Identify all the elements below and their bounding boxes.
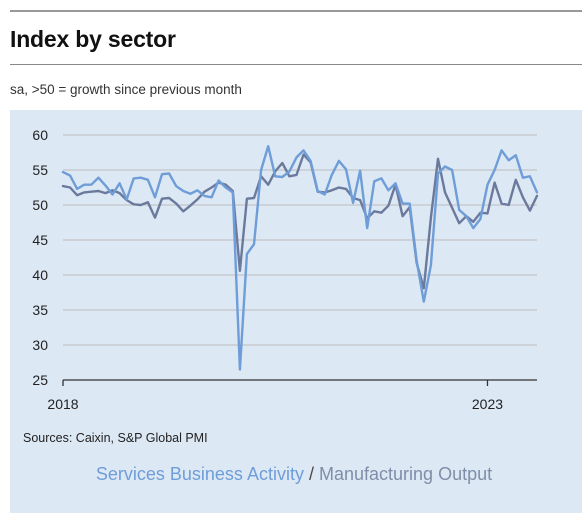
chart-panel xyxy=(10,110,582,513)
y-tick-label: 25 xyxy=(32,372,48,388)
y-tick-label: 30 xyxy=(32,337,48,353)
series-line-manufacturing-output xyxy=(61,153,539,290)
chart-title: Index by sector xyxy=(10,26,176,52)
legend: Services Business Activity / Manufacturi… xyxy=(0,464,588,485)
x-axis: 2018 2023 xyxy=(47,379,537,412)
series-lines xyxy=(61,144,539,371)
x-tick-label: 2023 xyxy=(472,396,503,412)
y-tick-label: 50 xyxy=(32,197,48,213)
top-rule xyxy=(10,10,582,12)
x-tick-label: 2018 xyxy=(47,396,78,412)
chart-subtitle: sa, >50 = growth since previous month xyxy=(10,82,242,97)
y-tick-label: 40 xyxy=(32,267,48,283)
legend-separator: / xyxy=(308,464,314,484)
legend-services: Services Business Activity xyxy=(95,464,304,484)
y-tick-label: 45 xyxy=(32,232,48,248)
y-tick-label: 55 xyxy=(32,162,48,178)
legend-manufacturing: Manufacturing Output xyxy=(319,464,493,484)
series-line-services-business-activity xyxy=(61,144,539,371)
y-axis: 25 30 35 40 45 50 55 60 xyxy=(32,127,48,388)
y-tick-label: 60 xyxy=(32,127,48,143)
title-rule xyxy=(10,64,582,65)
y-tick-label: 35 xyxy=(32,302,48,318)
sources-note: Sources: Caixin, S&P Global PMI xyxy=(23,431,208,445)
